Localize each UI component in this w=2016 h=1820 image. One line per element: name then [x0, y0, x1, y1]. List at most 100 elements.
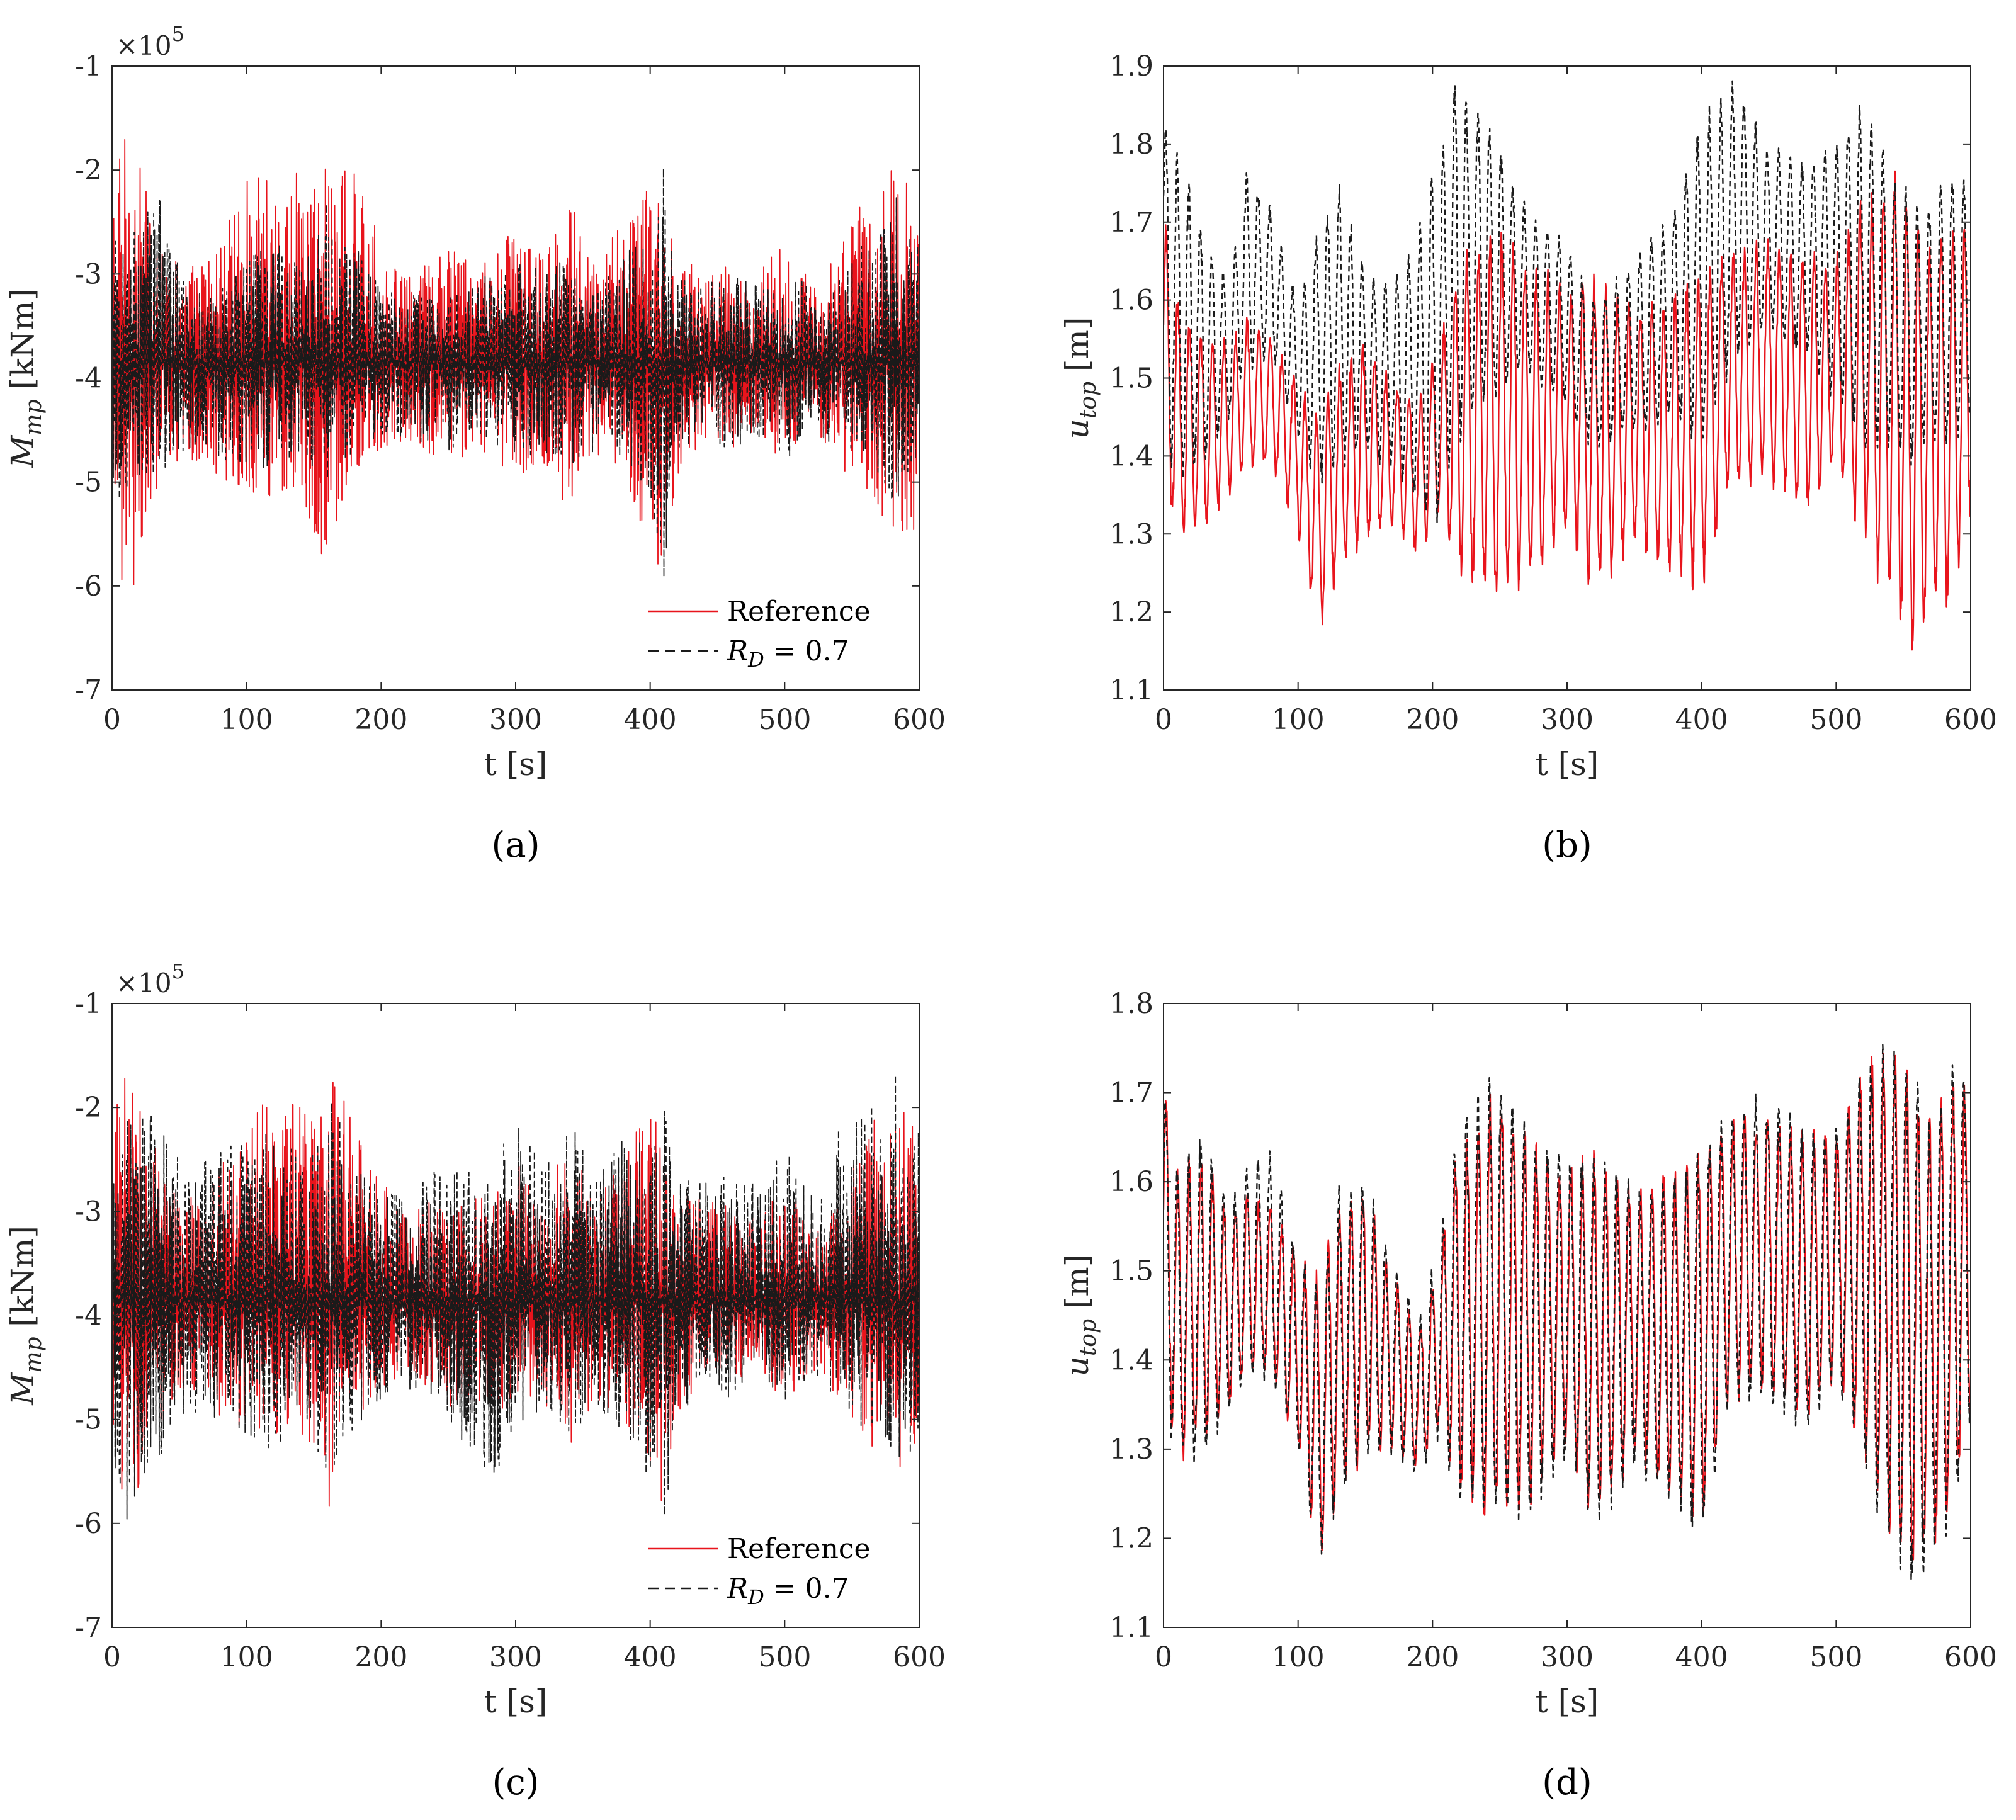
- x-tick-label: 0: [103, 704, 121, 736]
- plot-area: [1164, 1044, 1971, 1581]
- y-axis-label-subscript: mp: [21, 1337, 47, 1373]
- y-tick-label: -2: [75, 1092, 102, 1124]
- series-line-reference: [1164, 170, 1971, 651]
- y-multiplier-exponent: 5: [172, 959, 184, 983]
- x-tick-label: 100: [220, 704, 273, 736]
- legend-label-reference: Reference: [727, 596, 871, 628]
- x-tick-label: 300: [1541, 704, 1594, 736]
- plot-area: [112, 1075, 919, 1520]
- y-tick-label: 1.8: [1109, 128, 1153, 161]
- y-tick-label: -1: [75, 50, 102, 82]
- y-axis-label-symbol: M: [4, 434, 41, 468]
- y-tick-label: 1.8: [1109, 988, 1153, 1020]
- y-tick-label: -1: [75, 988, 102, 1020]
- x-tick-label: 600: [1944, 704, 1997, 736]
- y-axis-label: utop [m]: [1059, 317, 1101, 439]
- x-tick-label: 500: [758, 1641, 811, 1673]
- x-tick-label: 400: [1675, 1641, 1728, 1673]
- y-tick-label: 1.7: [1109, 206, 1153, 239]
- panel-label: (c): [492, 1762, 539, 1803]
- x-axis-label: t [s]: [484, 1683, 548, 1720]
- panel-label: (d): [1542, 1762, 1592, 1803]
- x-tick-label: 300: [489, 1641, 542, 1673]
- y-axis-label: Mmp [kNm]: [4, 288, 47, 468]
- y-tick-label: -4: [75, 1300, 102, 1332]
- y-axis-label-symbol: u: [1059, 419, 1096, 439]
- x-tick-label: 500: [1809, 704, 1862, 736]
- y-axis-label-symbol: M: [4, 1372, 41, 1406]
- y-tick-label: 1.9: [1109, 50, 1153, 82]
- y-axis-label: utop [m]: [1059, 1255, 1101, 1377]
- y-axis-label-space: [1059, 371, 1096, 382]
- x-tick-label: 100: [220, 1641, 273, 1673]
- y-tick-label: 1.1: [1109, 1612, 1153, 1644]
- y-axis-label-unit: [kNm]: [4, 1226, 41, 1326]
- y-axis-label-subscript: mp: [21, 400, 47, 436]
- legend-rd-value: = 0.7: [764, 635, 849, 667]
- x-tick-label: 200: [354, 704, 407, 736]
- y-axis-label-space: [4, 1327, 41, 1337]
- y-multiplier: ×105: [116, 22, 184, 61]
- y-multiplier-base: ×10: [116, 968, 172, 998]
- y-multiplier-exponent: 5: [172, 22, 184, 46]
- y-tick-label: 1.3: [1109, 518, 1153, 550]
- y-tick-label: 1.2: [1109, 1522, 1153, 1554]
- chart-panel-d: 0 100 200 300 400 500 600 1.1 1.2 1.3 1.4 1.5 1.6 1.7…: [1059, 988, 1997, 1803]
- x-axis-label: t [s]: [1536, 1683, 1599, 1720]
- y-axis-label-space: [4, 390, 41, 400]
- y-multiplier-base: ×10: [116, 30, 172, 61]
- y-tick-label: 1.2: [1109, 596, 1153, 628]
- x-tick-label: 500: [758, 704, 811, 736]
- legend: Reference RD = 0.7: [648, 596, 871, 672]
- y-tick-label: -4: [75, 363, 102, 395]
- legend-label-rd: RD = 0.7: [727, 1573, 849, 1609]
- y-tick-label: -6: [75, 1508, 102, 1540]
- x-tick-label: 300: [1541, 1641, 1594, 1673]
- y-axis-label-subscript: top: [1075, 1319, 1101, 1356]
- plot-area: [1164, 80, 1971, 651]
- y-axis-label-unit: [m]: [1059, 317, 1096, 371]
- y-axis-label-space: [1059, 1309, 1096, 1319]
- y-tick-label: -5: [75, 1404, 102, 1436]
- series-line-rd-0-7: [112, 1075, 919, 1520]
- y-axis-label-subscript: top: [1075, 382, 1101, 419]
- x-tick-label: 400: [624, 704, 677, 736]
- legend-rd-symbol: R: [727, 635, 748, 667]
- chart-panel-a: 0 100 200 300 400 500 600 -7 -6 -5 -4 -3 -2 -1 ×105 t […: [4, 22, 946, 866]
- y-axis-label-symbol: u: [1059, 1356, 1096, 1376]
- y-axis-label: Mmp [kNm]: [4, 1226, 47, 1406]
- y-tick-label: -7: [75, 674, 102, 706]
- x-tick-label: 200: [1406, 1641, 1459, 1673]
- legend-label-rd: RD = 0.7: [727, 635, 849, 672]
- y-tick-label: -5: [75, 466, 102, 499]
- y-tick-label: 1.6: [1109, 285, 1153, 317]
- y-tick-label: 1.5: [1109, 1255, 1153, 1287]
- y-tick-label: -3: [75, 258, 102, 290]
- y-tick-label: 1.1: [1109, 674, 1153, 706]
- y-tick-label: 1.4: [1109, 440, 1153, 472]
- legend-label-reference: Reference: [727, 1533, 871, 1565]
- x-tick-label: 100: [1272, 1641, 1325, 1673]
- x-axis-label: t [s]: [1536, 746, 1599, 783]
- y-multiplier: ×105: [116, 959, 184, 998]
- plot-area: [112, 138, 919, 585]
- x-axis-label: t [s]: [484, 746, 548, 783]
- y-tick-label: 1.3: [1109, 1433, 1153, 1466]
- x-tick-label: 0: [1155, 1641, 1172, 1673]
- y-tick-label: 1.7: [1109, 1077, 1153, 1109]
- y-tick-label: -6: [75, 570, 102, 602]
- legend-rd-subscript: D: [747, 1585, 764, 1609]
- y-tick-label: 1.5: [1109, 363, 1153, 395]
- y-axis-label-unit: [kNm]: [4, 288, 41, 389]
- x-tick-label: 200: [354, 1641, 407, 1673]
- x-tick-label: 500: [1809, 1641, 1862, 1673]
- y-axis-label-unit: [m]: [1059, 1255, 1096, 1309]
- x-tick-label: 600: [893, 704, 946, 736]
- legend-rd-symbol: R: [727, 1573, 748, 1605]
- x-tick-label: 0: [103, 1641, 121, 1673]
- x-tick-label: 300: [489, 704, 542, 736]
- panel-label: (b): [1542, 825, 1592, 866]
- panel-label: (a): [491, 825, 540, 866]
- series-line-rd-0-7: [1164, 80, 1971, 523]
- chart-panel-c: 0 100 200 300 400 500 600 -7 -6 -5 -4 -3 -2 -1 ×105 t […: [4, 959, 946, 1803]
